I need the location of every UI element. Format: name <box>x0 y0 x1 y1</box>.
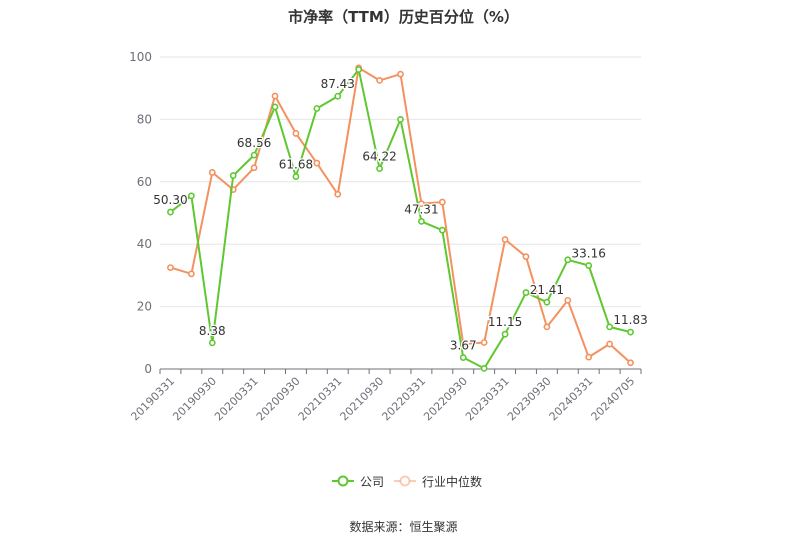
data-point-industry-median <box>438 198 446 206</box>
x-tick-label: 20240705 <box>589 375 638 424</box>
chart-title: 市净率（TTM）历史百分位（%） <box>288 8 519 26</box>
data-point-company <box>522 289 530 296</box>
data-point-industry-median <box>501 236 509 243</box>
data-source: 数据来源：恒生聚源 <box>349 520 458 534</box>
legend-label: 行业中位数 <box>422 474 483 489</box>
legend-label: 公司 <box>360 474 385 489</box>
data-point-company <box>208 339 216 347</box>
data-point-company <box>438 226 446 234</box>
data-point-industry-median <box>418 200 425 208</box>
data-point-company <box>564 256 572 264</box>
data-label: 68.56 <box>237 136 271 150</box>
data-point-industry-median <box>334 190 342 198</box>
data-label: 50.30 <box>153 193 187 207</box>
x-tick-label: 20220930 <box>421 375 470 424</box>
data-point-industry-median <box>564 296 572 304</box>
y-tick-label: 0 <box>144 362 152 376</box>
y-tick-label: 20 <box>137 300 152 314</box>
x-tick-label: 20230930 <box>505 375 554 424</box>
x-tick-label: 20190331 <box>128 375 177 424</box>
data-point-company <box>334 92 342 100</box>
data-point-industry-median <box>167 264 174 271</box>
data-point-industry-median <box>480 339 488 346</box>
legend-line-marker-icon <box>332 475 354 487</box>
data-label: 21.41 <box>530 283 564 297</box>
data-point-industry-median <box>271 92 279 100</box>
data-label: 47.31 <box>404 202 438 216</box>
data-point-company <box>480 364 488 372</box>
series-line-industry-median <box>170 66 632 364</box>
data-point-industry-median <box>376 77 383 84</box>
x-tick-label: 20230331 <box>463 375 512 424</box>
x-tick-label: 20200331 <box>212 375 261 424</box>
data-point-industry-median <box>522 253 530 261</box>
data-point-company <box>585 262 593 269</box>
data-point-company <box>250 151 258 159</box>
data-point-industry-median <box>585 353 593 361</box>
data-point-company <box>187 192 195 200</box>
data-point-industry-median <box>313 159 321 167</box>
data-label: 8.38 <box>199 324 226 338</box>
data-point-industry-median <box>208 169 216 176</box>
data-label: 61.68 <box>279 158 313 172</box>
data-point-industry-median <box>292 130 300 137</box>
data-point-industry-median <box>606 340 614 348</box>
x-tick-label: 20240331 <box>547 375 596 424</box>
data-point-company <box>271 103 279 111</box>
data-point-company <box>355 66 363 73</box>
series-line-company <box>169 68 631 370</box>
data-label: 3.67 <box>450 339 477 353</box>
data-point-industry-median <box>627 359 634 367</box>
y-tick-label: 40 <box>137 237 152 251</box>
data-label: 11.83 <box>613 313 647 327</box>
data-point-industry-median <box>250 164 258 172</box>
legend: 公司 行业中位数 <box>0 472 807 490</box>
data-point-company <box>376 165 383 173</box>
data-point-industry-median <box>397 70 404 78</box>
y-tick-label: 80 <box>137 112 152 126</box>
data-point-industry-median <box>543 323 551 331</box>
data-point-company <box>292 173 300 180</box>
x-tick-label: 20210930 <box>338 375 387 424</box>
data-point-company <box>627 328 634 336</box>
data-point-company <box>606 323 614 331</box>
legend-item-industry-median[interactable]: 行业中位数 <box>393 472 482 490</box>
data-point-industry-median <box>187 270 195 278</box>
data-point-company <box>418 217 425 225</box>
data-point-company <box>543 298 551 306</box>
x-tick-label: 20210331 <box>296 375 345 424</box>
data-point-company <box>459 354 467 361</box>
x-tick-label: 20200930 <box>254 375 303 424</box>
data-label: 87.43 <box>321 77 355 91</box>
legend-item-company[interactable]: 公司 <box>331 472 384 490</box>
data-label: 33.16 <box>572 247 606 261</box>
x-tick-label: 20220331 <box>379 375 428 424</box>
data-point-company <box>501 330 509 338</box>
y-tick-label: 100 <box>129 50 152 64</box>
x-tick-label: 20190930 <box>170 375 219 424</box>
data-point-company <box>313 105 321 112</box>
data-label: 11.15 <box>488 315 522 329</box>
data-point-company <box>167 208 174 216</box>
data-point-company <box>229 172 237 179</box>
data-label: 64.22 <box>362 150 396 164</box>
legend-line-marker-icon <box>394 475 416 487</box>
y-tick-label: 60 <box>137 175 152 189</box>
data-point-company <box>397 116 404 123</box>
